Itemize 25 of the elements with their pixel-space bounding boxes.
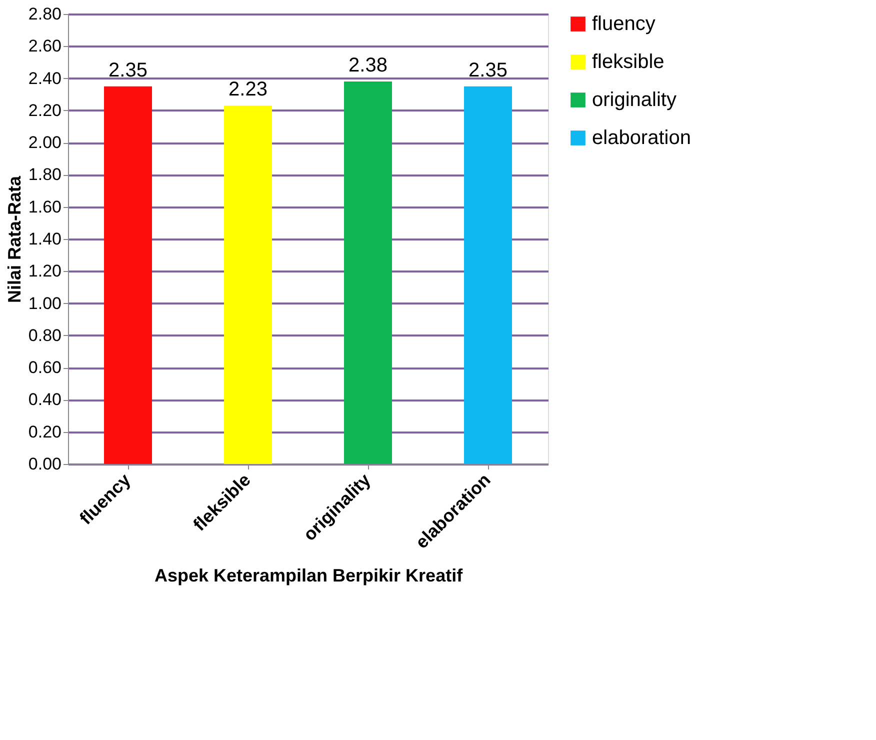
legend-label: fluency [592,13,656,35]
y-tick-label: 2.80 [28,4,62,24]
y-tick-label: 2.40 [28,68,62,88]
y-tick-label: 0.40 [28,390,62,410]
y-tick-label: 0.60 [28,358,62,378]
y-tick-label: 1.40 [28,230,62,248]
y-tick-label: 1.00 [28,294,62,313]
legend-label: originality [592,89,676,111]
y-axis-title: Nilai Rata-Rata [4,174,24,304]
y-tick-label: 1.60 [28,197,62,216]
data-label: 2.35 [468,59,508,82]
y-tick-label: 0.00 [28,454,62,474]
x-axis-title: Aspek Keterampilan Berpikir Kreatif [154,565,464,586]
data-label: 2.38 [348,54,388,76]
data-label: 2.35 [108,59,148,82]
y-tick-label: 1.20 [28,262,62,281]
y-tick-label: 2.00 [28,133,62,152]
legend-label: elaboration [592,127,691,149]
legend-label: fleksible [592,51,664,73]
y-tick-label: 0.20 [28,422,62,442]
y-tick-label: 2.20 [28,100,62,120]
data-label: 2.23 [228,78,268,101]
y-tick-label: 1.80 [28,165,62,184]
y-tick-label: 2.60 [28,36,62,56]
y-tick-label: 0.80 [28,326,62,345]
